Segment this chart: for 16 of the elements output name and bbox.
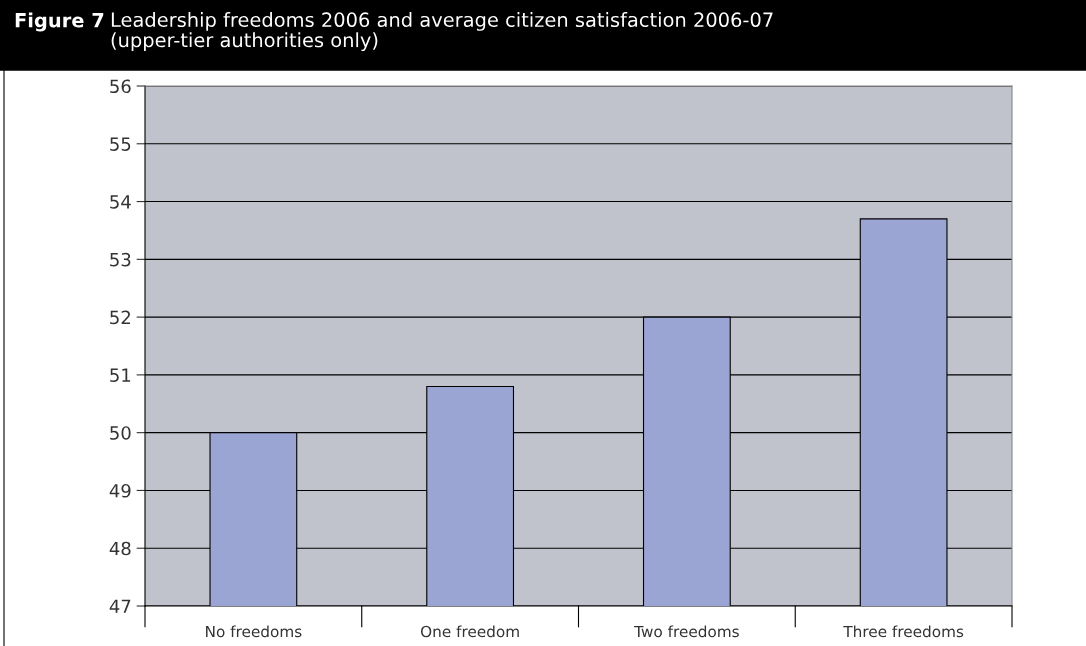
chart-title: Figure 7	[15, 12, 104, 32]
y-tick-label: 56	[110, 79, 131, 94]
x-tick-label: One freedom	[420, 625, 519, 638]
x-tick-label: Two freedoms	[634, 625, 739, 638]
y-tick-label: 54	[110, 195, 131, 209]
chart-subtitle: Leadership freedoms 2006 and average citizen satisfaction 2006-07 (upper-tier authorities only)	[111, 12, 773, 52]
x-tick-label: No freedoms	[206, 625, 302, 638]
x-tick-label: Three freedoms	[843, 625, 964, 638]
y-tick-label: 49	[109, 483, 131, 498]
y-tick-label: 47	[109, 599, 131, 613]
y-tick-label: 52	[110, 310, 130, 325]
y-tick-label: 51	[110, 368, 131, 383]
y-tick-label: 48	[109, 541, 131, 556]
y-tick-label: 53	[110, 252, 131, 267]
y-tick-label: 50	[110, 426, 131, 440]
y-tick-label: 55	[110, 137, 131, 151]
